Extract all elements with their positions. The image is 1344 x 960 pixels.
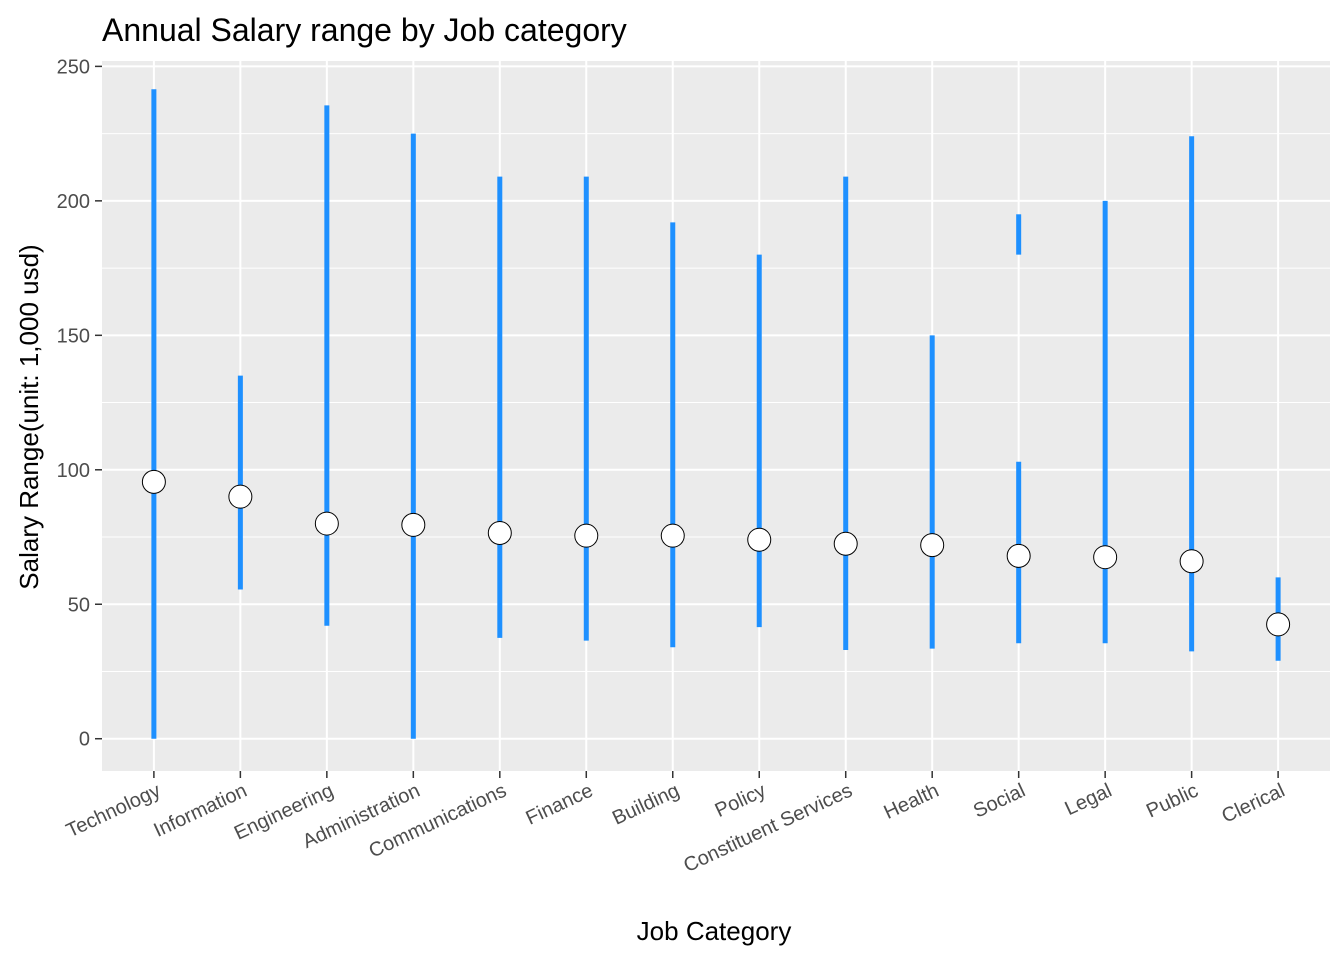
y-tick-label: 150 [57, 325, 90, 347]
y-tick-label: 100 [57, 460, 90, 482]
x-tick-label: Public [1143, 780, 1202, 823]
mean-point [660, 523, 685, 548]
mean-point [1093, 545, 1118, 570]
mean-point [141, 469, 166, 494]
mean-point [401, 512, 426, 537]
x-tick-label: Legal [1062, 780, 1116, 821]
mean-point [747, 527, 772, 552]
chart-title: Annual Salary range by Job category [102, 12, 627, 48]
x-tick-label: Constituent Services [680, 780, 856, 877]
x-tick-label: Policy [712, 780, 770, 822]
x-axis-title: Job Category [637, 916, 792, 946]
mean-point [833, 531, 858, 556]
minor-gridlines [102, 133, 1330, 672]
y-tick-label: 0 [79, 729, 90, 751]
range-bars [151, 89, 1281, 739]
x-tick-label: Health [881, 780, 943, 824]
mean-point [1179, 549, 1204, 574]
y-tick-label: 50 [68, 594, 90, 616]
x-tick-label: Clerical [1218, 780, 1288, 828]
mean-point [1006, 543, 1031, 568]
y-tick-label: 200 [57, 191, 90, 213]
mean-points [141, 469, 1291, 637]
x-axis: TechnologyInformationEngineeringAdminist… [63, 771, 1288, 877]
x-tick-label: Technology [63, 780, 164, 843]
x-tick-label: Social [970, 780, 1029, 823]
x-tick-label: Building [609, 780, 683, 830]
x-tick-label: Finance [523, 780, 597, 830]
mean-point [574, 523, 599, 548]
mean-point [228, 484, 253, 509]
mean-point [314, 511, 339, 536]
mean-point [487, 520, 512, 545]
mean-point [920, 533, 945, 558]
plot-panel [102, 61, 1330, 771]
y-tick-label: 250 [57, 56, 90, 78]
y-axis-title: Salary Range(unit: 1,000 usd) [14, 244, 44, 589]
mean-point [1266, 612, 1291, 637]
y-axis: 0 50 100 150 200 250 [57, 56, 102, 751]
